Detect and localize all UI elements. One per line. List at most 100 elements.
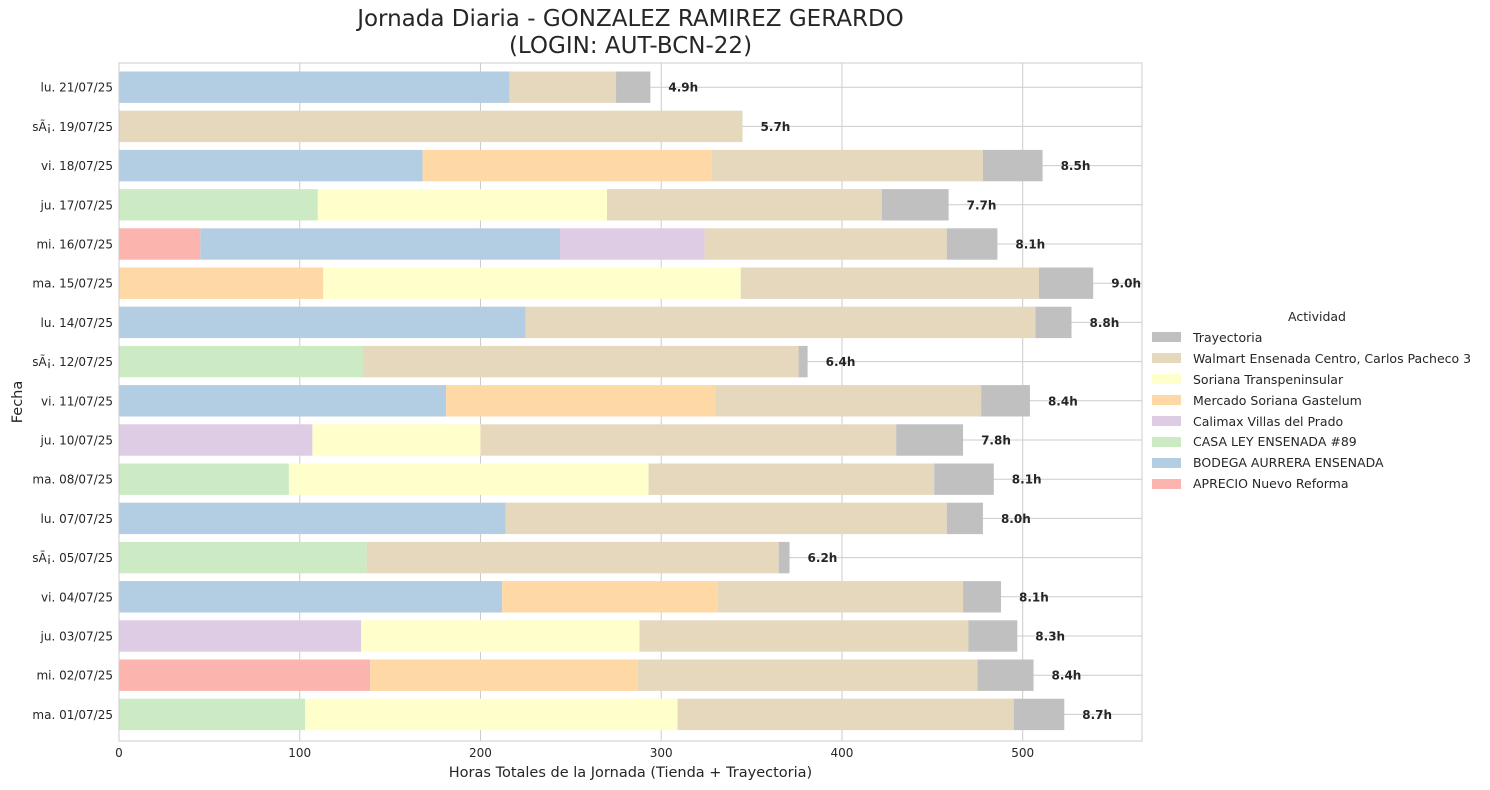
legend-item: BODEGA AURRERA ENSENADA: [1152, 452, 1482, 473]
bar-segment: [1013, 698, 1065, 731]
x-tick-label: 400: [831, 746, 854, 760]
bar-segment: [778, 541, 790, 574]
legend-swatch: [1152, 332, 1181, 343]
bar-total-label: 8.0h: [1001, 512, 1031, 526]
legend-label: Soriana Transpeninsular: [1193, 371, 1344, 387]
bar-segment: [881, 189, 949, 221]
legend-items: Trayectoria Walmart Ensenada Centro, Carl…: [1152, 327, 1482, 494]
y-tick-label: sÃ¡. 19/07/25: [32, 119, 113, 134]
bar-total-label: 8.5h: [1061, 159, 1091, 173]
y-tick-label: sÃ¡. 12/07/25: [32, 354, 113, 369]
x-tick-label: 500: [1011, 746, 1034, 760]
y-tick-label: ju. 10/07/25: [40, 434, 113, 448]
bar-total-label: 4.9h: [668, 81, 698, 95]
y-tick-label: ju. 17/07/25: [40, 198, 113, 212]
bar-segment: [560, 228, 705, 260]
bar-segment: [366, 541, 779, 574]
y-tick-label: ma. 01/07/25: [32, 708, 113, 722]
bar-segment: [119, 698, 306, 731]
chart-title-line-1: Jornada Diaria - GONZALEZ RAMIREZ GERARD…: [357, 6, 904, 32]
bar-segment: [361, 620, 640, 652]
bar-total-label: 7.7h: [967, 198, 997, 212]
bar-segment: [119, 306, 526, 339]
legend-item: Trayectoria: [1152, 327, 1482, 348]
y-tick-label: lu. 14/07/25: [41, 316, 113, 330]
legend-swatch: [1152, 353, 1181, 364]
y-tick-label: mi. 02/07/25: [36, 669, 113, 683]
y-tick-label: vi. 04/07/25: [41, 590, 113, 604]
bar-segment: [677, 698, 1014, 731]
legend-swatch: [1152, 416, 1181, 426]
bar-segment: [370, 659, 638, 691]
bar-segment: [446, 385, 716, 417]
legend-label: BODEGA AURRERA ENSENADA: [1193, 455, 1384, 471]
chart-title-line-2: (LOGIN: AUT-BCN-22): [508, 33, 753, 59]
bar-segment: [119, 189, 318, 221]
bar-segment: [798, 345, 808, 378]
bar-total-label: 8.1h: [1019, 590, 1049, 604]
bar-segment: [717, 581, 964, 613]
x-axis-label: Horas Totales de la Jornada (Tienda + Tr…: [449, 765, 812, 781]
bar-segment: [637, 659, 978, 691]
chart-legend: Actividad Trayectoria Walmart Ensenada Ce…: [1152, 307, 1482, 494]
y-tick-label: ma. 08/07/25: [32, 473, 113, 487]
bar-segment: [422, 149, 712, 182]
bar-total-label: 8.7h: [1082, 708, 1112, 722]
y-tick-label: vi. 18/07/25: [41, 159, 113, 173]
x-tick-label: 300: [650, 746, 673, 760]
x-tick-label: 200: [469, 746, 492, 760]
bar-segment: [317, 189, 608, 221]
bar-segment: [981, 385, 1030, 417]
bar-segment: [607, 189, 882, 221]
bar-segment: [119, 424, 313, 456]
bar-segment: [119, 267, 324, 299]
bar-segment: [715, 385, 982, 417]
bar-segment: [480, 424, 897, 456]
bar-segment: [288, 463, 649, 495]
bar-segment: [896, 424, 964, 456]
bar-total-label: 8.4h: [1052, 669, 1082, 683]
legend-swatch: [1152, 457, 1181, 468]
bar-total-label: 8.1h: [1015, 238, 1045, 252]
bar-segment: [502, 581, 718, 613]
bar-total-label: 7.8h: [981, 434, 1011, 448]
bar-segment: [305, 698, 678, 731]
legend-swatch: [1152, 478, 1181, 489]
bar-segment: [968, 620, 1018, 652]
y-tick-label: sÃ¡. 05/07/25: [32, 550, 113, 565]
bar-segment: [505, 502, 947, 535]
bar-segment: [119, 385, 447, 417]
legend-label: CASA LEY ENSENADA #89: [1193, 434, 1357, 450]
bar-segment: [119, 149, 423, 182]
legend-item: Soriana Transpeninsular: [1152, 369, 1482, 390]
bar-segment: [119, 71, 510, 103]
bar-total-label: 5.7h: [761, 120, 791, 134]
y-tick-label: vi. 11/07/25: [41, 394, 113, 408]
legend-swatch: [1152, 436, 1181, 447]
x-tick-label: 100: [288, 746, 311, 760]
bar-segment: [946, 502, 983, 535]
y-tick-label: lu. 07/07/25: [41, 512, 113, 526]
legend-label: Trayectoria: [1193, 329, 1263, 345]
legend-item: Calimax Villas del Prado: [1152, 411, 1482, 432]
legend-title: Actividad: [1288, 309, 1346, 324]
bar-segment: [1038, 267, 1094, 299]
bar-segment: [312, 424, 481, 456]
bar-total-label: 6.2h: [808, 551, 838, 565]
bar-segment: [119, 620, 362, 652]
bar-segment: [616, 71, 651, 103]
bar-segment: [934, 463, 994, 495]
bar-segment: [740, 267, 1039, 299]
bar-segment: [119, 463, 289, 495]
y-tick-label: ju. 03/07/25: [40, 630, 113, 644]
bar-total-label: 9.0h: [1111, 277, 1141, 291]
bar-segment: [363, 345, 799, 378]
bar-segment: [119, 541, 367, 574]
bar-segment: [946, 228, 998, 260]
bar-segment: [639, 620, 969, 652]
legend-item: Walmart Ensenada Centro, Carlos Pacheco …: [1152, 348, 1482, 369]
y-tick-label: ma. 15/07/25: [32, 277, 113, 291]
bar-segment: [119, 228, 201, 260]
bar-segment: [963, 581, 1002, 613]
